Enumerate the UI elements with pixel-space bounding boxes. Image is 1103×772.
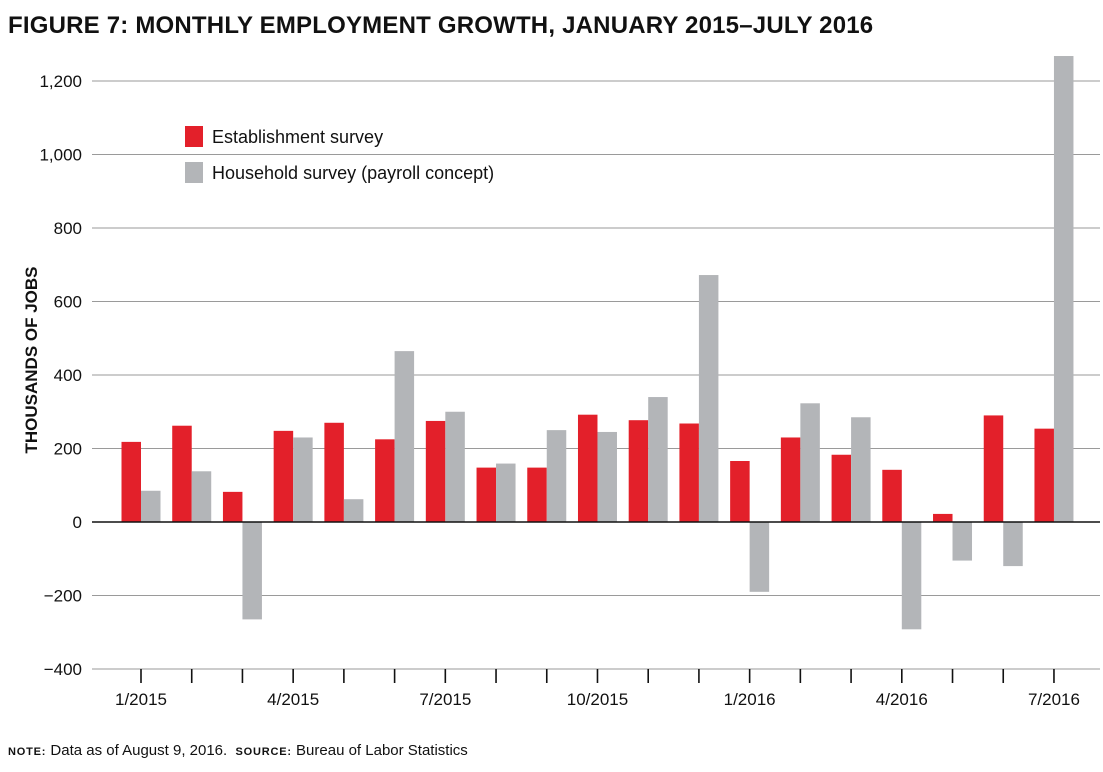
legend-swatch-establishment — [185, 126, 203, 147]
bar-household — [496, 463, 516, 522]
bar-household — [597, 431, 617, 522]
bar-establishment — [222, 491, 243, 522]
bar-establishment — [831, 454, 852, 522]
chart-title: FIGURE 7: MONTHLY EMPLOYMENT GROWTH, JAN… — [8, 12, 874, 39]
bar-establishment — [324, 422, 344, 522]
x-tick-label: 7/2016 — [1028, 690, 1080, 709]
bar-establishment — [730, 460, 750, 522]
y-tick-label: −400 — [44, 660, 82, 679]
bar-establishment — [780, 437, 801, 522]
bar-household — [901, 522, 922, 630]
bar-household — [1003, 522, 1023, 567]
bar-establishment — [983, 415, 1004, 522]
y-tick-label: 1,000 — [39, 146, 82, 165]
bar-household — [191, 471, 212, 522]
bar-establishment — [527, 467, 547, 522]
bar-household — [293, 437, 313, 522]
x-tick-label: 10/2015 — [567, 690, 628, 709]
bar-household — [1053, 56, 1074, 522]
x-tick-label: 1/2016 — [724, 690, 776, 709]
y-tick-label: 200 — [54, 440, 82, 459]
bar-establishment — [425, 420, 446, 522]
bar-household — [851, 417, 871, 522]
y-tick-label: 1,200 — [39, 72, 82, 91]
bar-household — [242, 522, 262, 620]
legend-label: Household survey (payroll concept) — [212, 163, 494, 183]
bar-household — [141, 490, 161, 522]
y-tick-label: 400 — [54, 366, 82, 385]
bar-establishment — [476, 467, 497, 522]
source-text: Bureau of Labor Statistics — [291, 742, 468, 759]
bar-household — [546, 430, 567, 522]
bar-household — [343, 499, 364, 522]
bar-establishment — [121, 441, 141, 522]
bar-household — [749, 522, 770, 592]
x-tick-label: 1/2015 — [115, 690, 167, 709]
x-tick-label: 4/2015 — [267, 690, 319, 709]
bar-household — [445, 411, 465, 522]
source-label: SOURCE: — [235, 746, 292, 758]
bar-establishment — [679, 423, 699, 522]
bar-establishment — [577, 414, 598, 522]
y-tick-label: 600 — [54, 293, 82, 312]
bar-establishment — [1034, 428, 1054, 522]
note-label: NOTE: — [8, 746, 47, 758]
legend-swatch-household — [185, 162, 203, 183]
bar-household — [394, 351, 415, 522]
bar-household — [800, 403, 820, 522]
y-tick-label: 800 — [54, 219, 82, 238]
bar-establishment — [172, 425, 192, 522]
employment-bar-chart: −400 −200 0 200 400 600 800 1,000 1,200 1/2015 4/2… — [39, 56, 1100, 709]
bar-household — [648, 397, 668, 522]
footnote: NOTE: Data as of August 9, 2016. SOURCE:… — [8, 742, 468, 759]
bar-establishment — [628, 420, 649, 522]
legend-label: Establishment survey — [212, 127, 383, 147]
x-tick-label: 7/2015 — [419, 690, 471, 709]
bar-establishment — [375, 439, 395, 522]
bar-household — [952, 522, 973, 561]
bar-establishment — [273, 430, 294, 522]
bar-establishment — [933, 513, 953, 522]
bar-household — [698, 275, 719, 522]
y-tick-label: −200 — [44, 587, 82, 606]
bar-establishment — [882, 469, 902, 522]
note-text: Data as of August 9, 2016. — [46, 742, 228, 759]
y-tick-label: 0 — [73, 513, 82, 532]
x-tick-label: 4/2016 — [876, 690, 928, 709]
